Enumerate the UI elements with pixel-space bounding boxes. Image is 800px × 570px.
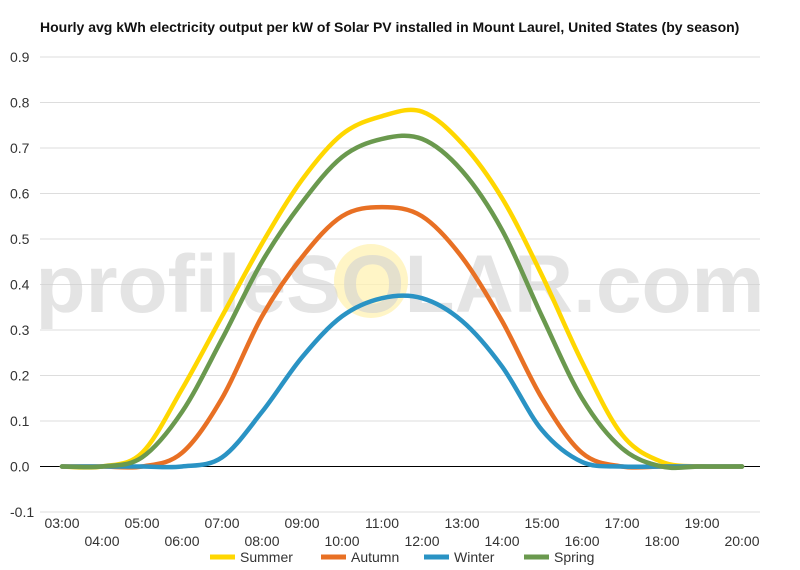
y-tick-label: 0.3 bbox=[10, 322, 30, 338]
x-tick-label: 07:00 bbox=[204, 515, 239, 531]
y-tick-label: 0.5 bbox=[10, 231, 30, 247]
y-tick-label: 0.0 bbox=[10, 459, 30, 475]
legend-label-spring: Spring bbox=[554, 549, 594, 565]
y-tick-label: 0.2 bbox=[10, 368, 30, 384]
legend-label-autumn: Autumn bbox=[351, 549, 399, 565]
x-tick-label: 18:00 bbox=[644, 533, 679, 549]
y-tick-label: -0.1 bbox=[10, 504, 34, 520]
x-tick-label: 03:00 bbox=[44, 515, 79, 531]
x-tick-label: 15:00 bbox=[524, 515, 559, 531]
y-tick-label: 0.7 bbox=[10, 140, 30, 156]
x-tick-label: 17:00 bbox=[604, 515, 639, 531]
legend-label-winter: Winter bbox=[454, 549, 495, 565]
x-tick-label: 16:00 bbox=[564, 533, 599, 549]
y-tick-label: 0.6 bbox=[10, 186, 30, 202]
x-tick-label: 13:00 bbox=[444, 515, 479, 531]
y-tick-label: 0.4 bbox=[10, 277, 30, 293]
x-tick-label: 20:00 bbox=[724, 533, 759, 549]
series-line-spring bbox=[59, 133, 745, 471]
x-tick-label: 06:00 bbox=[164, 533, 199, 549]
x-tick-label: 19:00 bbox=[684, 515, 719, 531]
x-tick-label: 08:00 bbox=[244, 533, 279, 549]
x-tick-label: 14:00 bbox=[484, 533, 519, 549]
x-tick-label: 09:00 bbox=[284, 515, 319, 531]
y-tick-label: 0.8 bbox=[10, 95, 30, 111]
x-tick-label: 10:00 bbox=[324, 533, 359, 549]
legend-label-summer: Summer bbox=[240, 549, 293, 565]
x-tick-label: 05:00 bbox=[124, 515, 159, 531]
x-tick-label: 11:00 bbox=[365, 515, 399, 531]
chart-title: Hourly avg kWh electricity output per kW… bbox=[40, 19, 740, 35]
watermark-sun-icon bbox=[334, 244, 408, 318]
y-tick-label: 0.9 bbox=[10, 49, 30, 65]
watermark-text: profileSOLAR.com bbox=[36, 239, 765, 330]
x-tick-label: 04:00 bbox=[84, 533, 119, 549]
y-tick-label: 0.1 bbox=[10, 413, 30, 429]
series-line-summer bbox=[59, 107, 745, 470]
x-tick-label: 12:00 bbox=[404, 533, 439, 549]
series-line-winter bbox=[59, 293, 745, 470]
